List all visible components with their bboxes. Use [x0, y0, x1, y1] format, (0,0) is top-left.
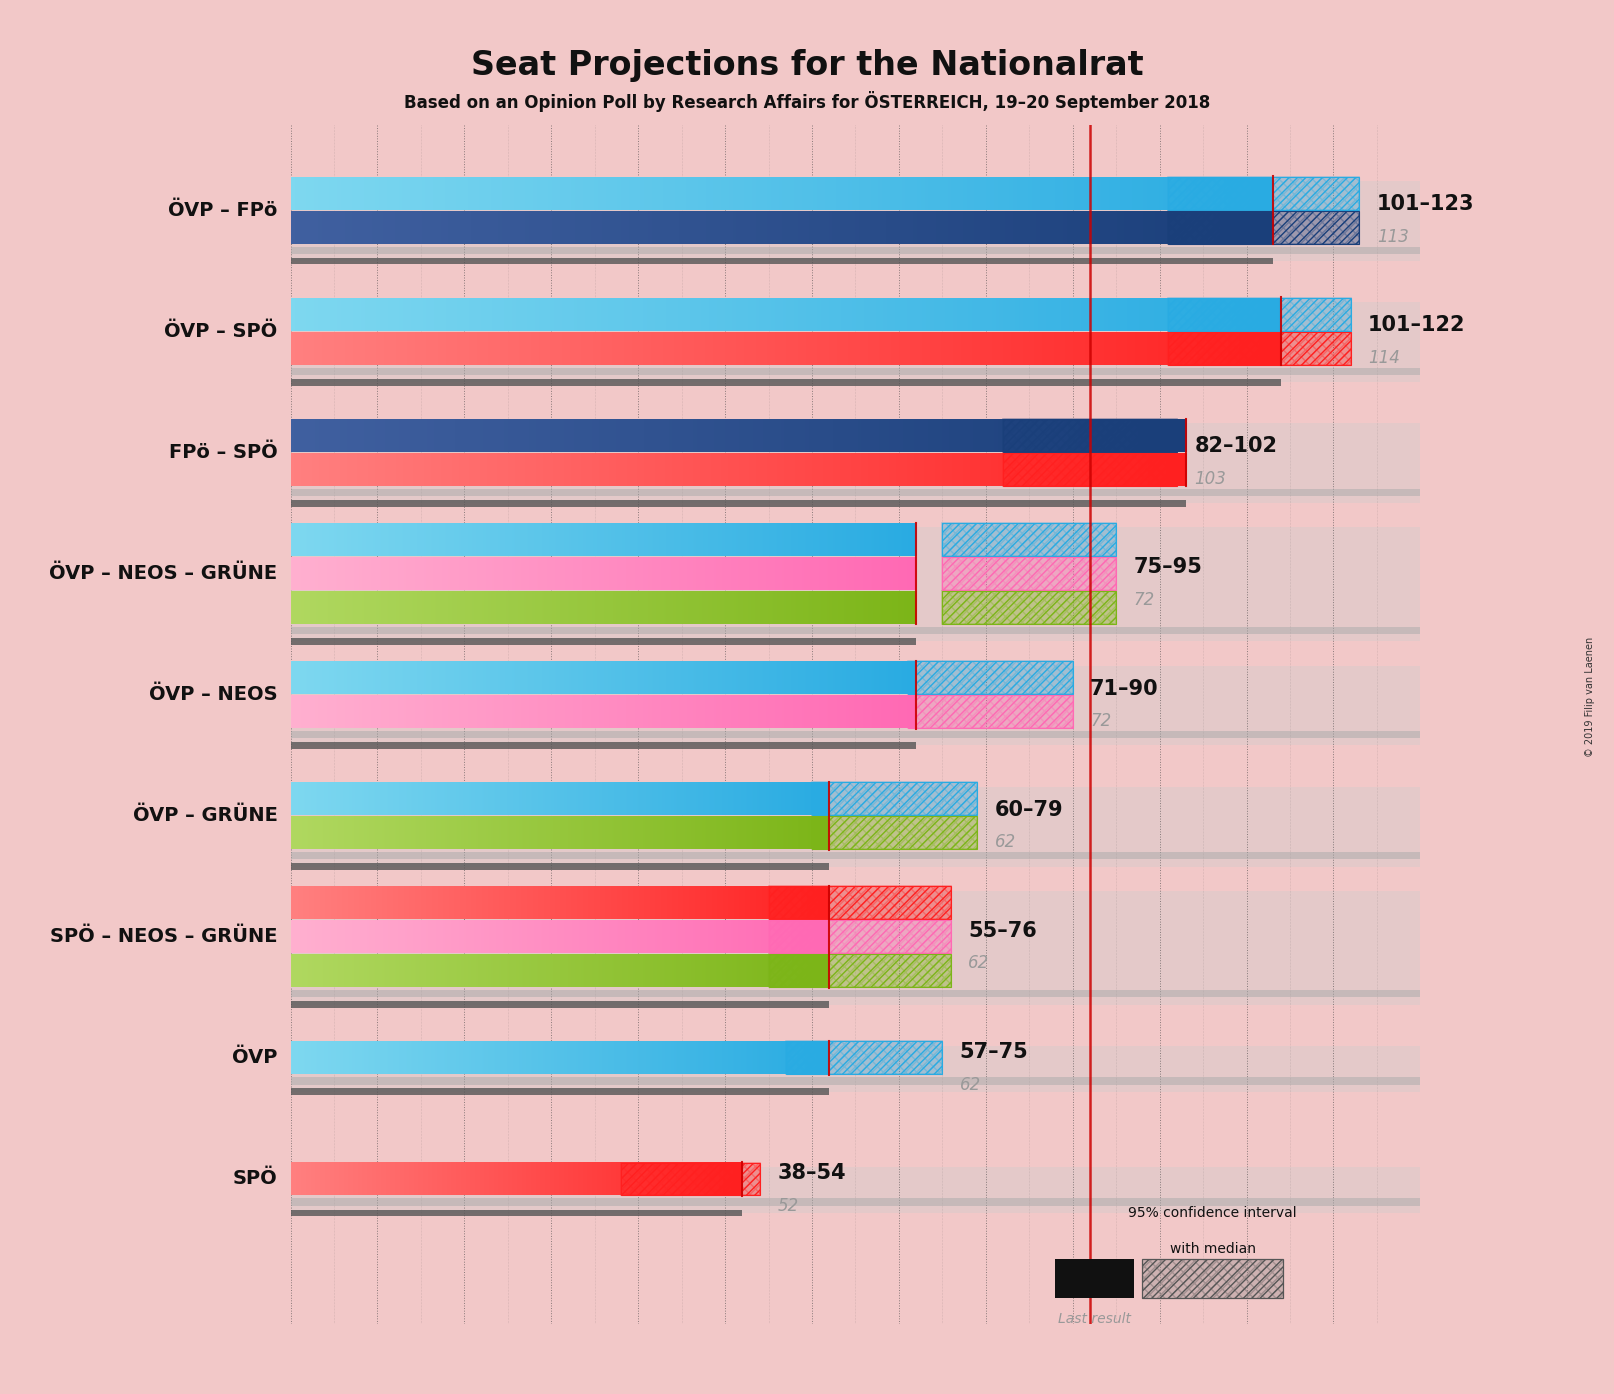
Text: with median: with median	[1170, 1242, 1256, 1256]
Bar	[291, 627, 1420, 634]
Bar	[621, 1163, 760, 1196]
Bar	[943, 591, 1117, 625]
Bar	[1169, 298, 1351, 330]
Text: Based on an Opinion Poll by Research Affairs for ÖSTERREICH, 19–20 September 201: Based on an Opinion Poll by Research Aff…	[404, 91, 1210, 112]
Bar	[812, 782, 976, 815]
Text: 62: 62	[968, 955, 989, 973]
Text: ÖVP – GRÜNE: ÖVP – GRÜNE	[132, 806, 278, 825]
Bar	[768, 920, 951, 953]
Bar	[768, 887, 951, 919]
Text: ÖVP – FPö: ÖVP – FPö	[168, 201, 278, 220]
Text: 52: 52	[778, 1196, 799, 1214]
Text: 72: 72	[1089, 712, 1112, 730]
Bar	[291, 863, 830, 870]
Bar	[291, 379, 1282, 386]
Bar	[291, 990, 1420, 997]
Text: ÖVP: ÖVP	[232, 1048, 278, 1068]
Bar	[1169, 298, 1351, 330]
Bar	[812, 817, 976, 849]
Bar	[786, 1041, 943, 1075]
Text: 71–90: 71–90	[1089, 679, 1159, 698]
Bar	[291, 1089, 830, 1096]
Text: 72: 72	[1133, 591, 1154, 609]
Bar	[1004, 420, 1177, 452]
Text: Seat Projections for the Nationalrat: Seat Projections for the Nationalrat	[471, 49, 1143, 82]
Bar	[1169, 332, 1351, 365]
Bar	[291, 1210, 742, 1217]
Text: 114: 114	[1369, 348, 1399, 367]
Text: Last result: Last result	[1057, 1312, 1131, 1326]
Bar	[291, 1046, 1420, 1092]
Bar	[291, 891, 1420, 1005]
Bar	[291, 424, 1420, 503]
Bar	[907, 661, 1073, 694]
Bar	[812, 782, 976, 815]
Bar	[1056, 1259, 1133, 1298]
Bar	[291, 638, 917, 644]
Bar	[291, 527, 1420, 641]
Text: © 2019 Filip van Laenen: © 2019 Filip van Laenen	[1585, 637, 1595, 757]
Bar	[1169, 332, 1351, 365]
Bar	[291, 1167, 1420, 1213]
Bar	[943, 591, 1117, 625]
Text: ÖVP – SPÖ: ÖVP – SPÖ	[165, 322, 278, 340]
Bar	[1169, 210, 1359, 244]
Bar	[291, 489, 1420, 496]
Bar	[786, 1041, 943, 1075]
Bar	[291, 302, 1420, 382]
Text: 101–123: 101–123	[1377, 194, 1474, 215]
Bar	[768, 955, 951, 987]
Text: 57–75: 57–75	[960, 1041, 1028, 1062]
Bar	[812, 817, 976, 849]
Bar	[907, 661, 1073, 694]
Bar	[621, 1163, 760, 1196]
Text: 101–122: 101–122	[1369, 315, 1466, 336]
Text: 62: 62	[960, 1076, 981, 1093]
Bar	[291, 665, 1420, 746]
Bar	[291, 786, 1420, 867]
Bar	[1169, 177, 1359, 209]
Bar	[291, 368, 1420, 375]
Bar	[291, 852, 1420, 859]
Bar	[768, 955, 951, 987]
Bar	[291, 1001, 830, 1008]
Bar	[291, 1199, 1420, 1206]
Bar	[1169, 177, 1359, 209]
Text: 75–95: 75–95	[1133, 558, 1202, 577]
Bar	[291, 742, 917, 749]
Text: 55–76: 55–76	[968, 921, 1038, 941]
Bar	[1004, 420, 1177, 452]
Bar	[291, 258, 1272, 265]
Bar	[1004, 453, 1177, 487]
Text: 103: 103	[1194, 470, 1227, 488]
Text: 95% confidence interval: 95% confidence interval	[1128, 1206, 1298, 1220]
Bar	[907, 696, 1073, 728]
Text: SPÖ – NEOS – GRÜNE: SPÖ – NEOS – GRÜNE	[50, 927, 278, 947]
Text: SPÖ: SPÖ	[232, 1170, 278, 1189]
Bar	[1004, 453, 1177, 487]
Bar	[291, 247, 1420, 254]
Bar	[768, 920, 951, 953]
Bar	[291, 730, 1420, 739]
Text: ÖVP – NEOS – GRÜNE: ÖVP – NEOS – GRÜNE	[50, 565, 278, 583]
Text: 38–54: 38–54	[778, 1163, 846, 1184]
Text: ÖVP – NEOS: ÖVP – NEOS	[148, 684, 278, 704]
Text: 60–79: 60–79	[994, 800, 1064, 820]
Bar	[1143, 1259, 1283, 1298]
Bar	[291, 1078, 1420, 1085]
Bar	[943, 523, 1117, 556]
Bar	[768, 887, 951, 919]
Bar	[943, 558, 1117, 590]
Bar	[291, 500, 1186, 506]
Bar	[1169, 210, 1359, 244]
Bar	[943, 523, 1117, 556]
Text: 62: 62	[994, 834, 1015, 852]
Text: 113: 113	[1377, 227, 1409, 245]
Text: 82–102: 82–102	[1194, 436, 1277, 456]
Bar	[907, 696, 1073, 728]
Bar	[1143, 1259, 1283, 1298]
Bar	[943, 558, 1117, 590]
Text: FPö – SPÖ: FPö – SPÖ	[169, 443, 278, 461]
Bar	[291, 181, 1420, 261]
